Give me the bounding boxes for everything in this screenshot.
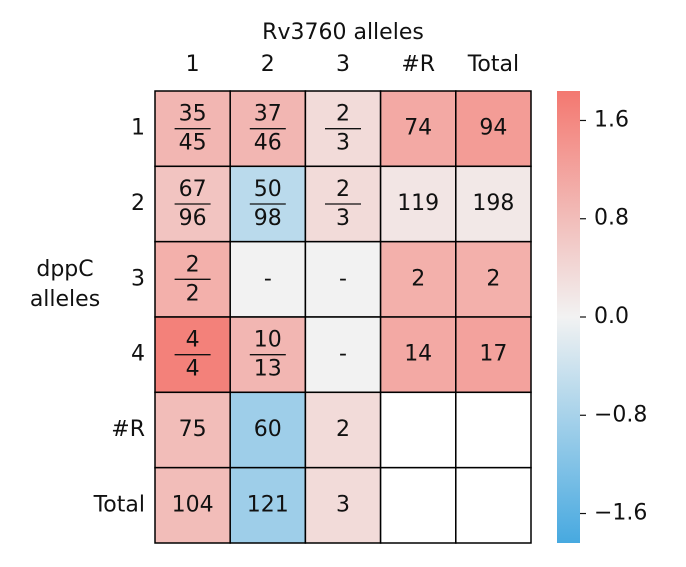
numerator: 50 <box>254 177 282 202</box>
cell-label: 94 <box>479 116 507 141</box>
cell-label: - <box>339 342 347 367</box>
cell-label: 2 <box>411 266 425 291</box>
row-label: Total <box>93 492 145 517</box>
cell <box>229 466 307 544</box>
row-label: 3 <box>131 266 145 291</box>
row-label: 2 <box>131 191 145 216</box>
empty-cell <box>379 466 457 544</box>
colorbar-tick-label: 1.6 <box>594 107 629 132</box>
cell <box>304 316 382 394</box>
row-label: #R <box>111 417 145 442</box>
column-label: 3 <box>336 52 350 77</box>
denominator: 96 <box>179 206 207 231</box>
denominator: 3 <box>336 131 350 156</box>
numerator: 2 <box>336 177 350 202</box>
denominator: 45 <box>179 131 207 156</box>
cell-label: 198 <box>472 191 514 216</box>
column-label: Total <box>467 52 519 77</box>
cell <box>154 466 231 544</box>
numerator: 2 <box>336 102 350 127</box>
denominator: 4 <box>186 357 200 382</box>
cell <box>304 466 382 544</box>
cell <box>455 316 532 394</box>
cell <box>455 240 532 318</box>
cell <box>379 316 457 394</box>
cell-label: - <box>339 266 347 291</box>
numerator: 35 <box>179 102 207 127</box>
column-label: 1 <box>186 52 200 77</box>
cell-label: 75 <box>179 417 207 442</box>
cell-label: 14 <box>404 342 432 367</box>
cell-label: 104 <box>172 492 214 517</box>
colorbar-tick-label: 0.0 <box>594 304 629 329</box>
cell-label: 60 <box>254 417 282 442</box>
cell-label: 119 <box>397 191 439 216</box>
cell <box>229 391 307 469</box>
cell <box>304 240 382 318</box>
denominator: 13 <box>254 357 282 382</box>
row-label: 4 <box>131 342 145 367</box>
numerator: 37 <box>254 102 282 127</box>
colorbar-tick-label: −0.8 <box>594 402 647 427</box>
cell-label: - <box>264 266 272 291</box>
cell-label: 2 <box>486 266 500 291</box>
cell-label: 17 <box>479 342 507 367</box>
chart-title: Rv3760 alleles <box>262 20 424 45</box>
row-label: 1 <box>131 116 145 141</box>
denominator: 98 <box>254 206 282 231</box>
denominator: 2 <box>186 281 200 306</box>
cell-label: 2 <box>336 417 350 442</box>
cell <box>379 240 457 318</box>
numerator: 4 <box>186 328 200 353</box>
cell <box>154 391 231 469</box>
empty-cell <box>379 391 457 469</box>
colorbar <box>557 91 580 543</box>
column-label: 2 <box>261 52 275 77</box>
cell-label: 74 <box>404 116 432 141</box>
colorbar-tick-label: −1.6 <box>594 501 647 526</box>
y-axis-label: dppC alleles <box>30 257 100 312</box>
column-label: #R <box>401 52 435 77</box>
cell-label: 121 <box>247 492 289 517</box>
empty-cell <box>455 391 532 469</box>
numerator: 67 <box>179 177 207 202</box>
cell-label: 3 <box>336 492 350 517</box>
empty-cell <box>455 466 532 544</box>
denominator: 3 <box>336 206 350 231</box>
colorbar-tick-label: 0.8 <box>594 206 629 231</box>
cell <box>455 165 532 243</box>
denominator: 46 <box>254 131 282 156</box>
numerator: 2 <box>186 252 200 277</box>
numerator: 10 <box>254 328 282 353</box>
